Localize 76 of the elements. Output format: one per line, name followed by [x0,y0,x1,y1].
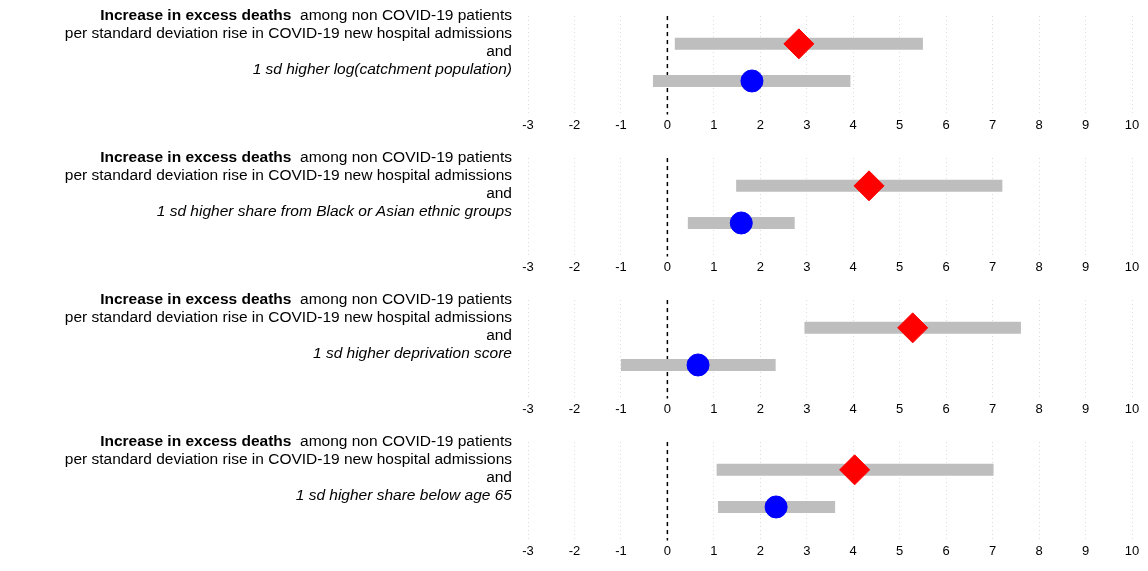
text: and [486,184,512,201]
x-tick-label: 6 [942,258,950,274]
x-tick-label: 5 [896,258,904,274]
x-tick-label: -1 [615,400,627,416]
x-tick-label: 3 [803,400,811,416]
text: 1 sd higher deprivation score [312,344,512,361]
x-tick-label: -3 [522,258,534,274]
x-tick-label: 0 [663,258,671,274]
x-tick-label: 1 [710,400,718,416]
text: Increase in excess deaths [100,290,292,307]
x-tick-label: -2 [568,116,581,132]
x-tick-label: 0 [663,400,671,416]
x-tick-label: 0 [663,542,671,558]
x-tick-label: 6 [942,400,950,416]
x-tick-label: 8 [1035,542,1043,558]
x-tick-label: 3 [803,116,811,132]
x-tick-label: 10 [1124,116,1140,132]
x-tick-label: 5 [896,400,904,416]
x-tick-label: 8 [1035,258,1043,274]
x-tick-label: 8 [1035,400,1043,416]
x-tick-label: 1 [710,116,718,132]
x-tick-label: 4 [849,542,857,558]
text: 1 sd higher log(catchment population) [252,60,512,77]
x-tick-label: 3 [803,542,811,558]
x-tick-label: 1 [710,258,718,274]
x-tick-label: 2 [756,542,764,558]
x-tick-label: 8 [1035,116,1043,132]
x-tick-label: 6 [942,116,950,132]
text: among non COVID-19 patients [300,6,512,23]
x-tick-label: 6 [942,542,950,558]
x-tick-label: -3 [522,542,534,558]
x-tick-label: 4 [849,400,857,416]
text: among non COVID-19 patients [300,432,512,449]
text: and [486,468,512,485]
x-tick-label: -2 [568,400,581,416]
text: 1 sd higher share from Black or Asian ethnic groups [156,202,512,219]
x-tick-label: 4 [849,258,857,274]
x-tick-label: 1 [710,542,718,558]
x-tick-label: 2 [756,258,764,274]
text: Increase in excess deaths [100,432,292,449]
x-tick-label: 5 [896,116,904,132]
x-tick-label: 9 [1081,542,1090,558]
text: per standard deviation rise in COVID-19 new hospital admissions [64,24,512,41]
text: among non COVID-19 patients [300,148,512,165]
text: and [486,42,512,59]
text: per standard deviation rise in COVID-19 new hospital admissions [64,450,512,467]
text: Increase in excess deaths [100,148,292,165]
x-tick-label: -3 [522,116,534,132]
x-tick-label: 9 [1081,116,1090,132]
x-tick-label: -2 [568,542,581,558]
x-tick-label: -1 [615,258,627,274]
x-tick-label: 10 [1124,400,1140,416]
text: per standard deviation rise in COVID-19 new hospital admissions [64,166,512,183]
text: per standard deviation rise in COVID-19 new hospital admissions [64,308,512,325]
text: 1 sd higher share below age 65 [295,486,512,503]
x-tick-label: 4 [849,116,857,132]
text: and [486,326,512,343]
x-tick-label: 5 [896,542,904,558]
x-tick-label: 9 [1081,258,1090,274]
x-tick-label: 7 [989,400,997,416]
x-tick-label: -3 [522,400,534,416]
x-tick-label: 10 [1124,542,1140,558]
x-tick-label: 9 [1081,400,1090,416]
x-tick-label: -2 [568,258,581,274]
text: Increase in excess deaths [100,6,292,23]
x-tick-label: 0 [663,116,671,132]
x-tick-label: 3 [803,258,811,274]
x-tick-label: 2 [756,116,764,132]
x-tick-label: 10 [1124,258,1140,274]
x-tick-label: 2 [756,400,764,416]
text: among non COVID-19 patients [300,290,512,307]
x-tick-label: 7 [989,542,997,558]
x-tick-label: -1 [615,116,627,132]
x-tick-label: 7 [989,258,997,274]
x-tick-label: 7 [989,116,997,132]
x-tick-label: -1 [615,542,627,558]
